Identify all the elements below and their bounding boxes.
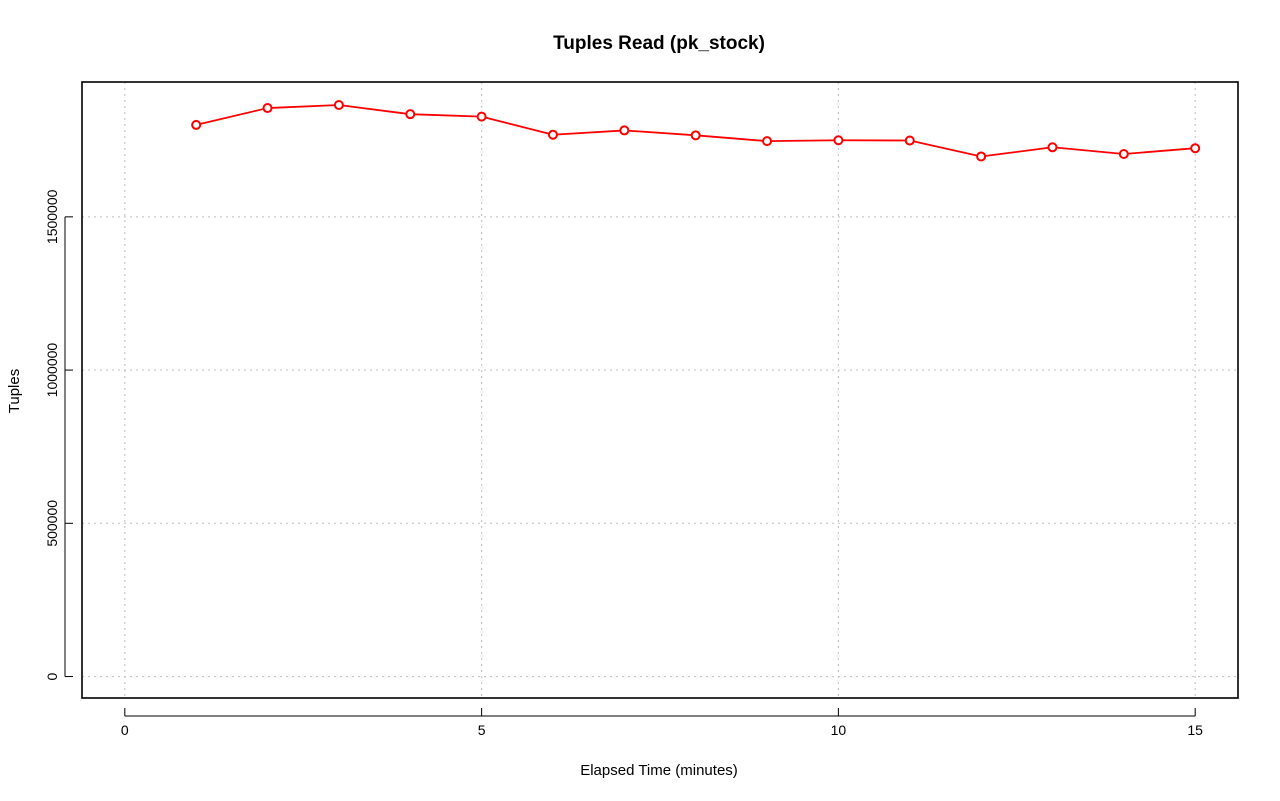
data-point-0-13 <box>1118 149 1129 160</box>
y-tick-label-1: 500000 <box>44 500 60 547</box>
x-tick-label-3: 15 <box>1187 722 1203 738</box>
x-tick-label-0: 0 <box>121 722 129 738</box>
y-tick-label-3: 1500000 <box>44 189 60 244</box>
data-point-0-14 <box>1190 143 1201 154</box>
axes-layer: 0 5 10 15 0 500000 1000000 1500000 <box>44 81 1239 738</box>
data-point-0-0 <box>191 119 202 130</box>
x-tick-label-1: 5 <box>478 722 486 738</box>
grid-layer <box>82 82 1238 698</box>
data-point-0-5 <box>547 129 558 140</box>
data-point-0-10 <box>904 135 915 146</box>
data-point-0-7 <box>690 130 701 141</box>
y-tick-label-0: 0 <box>44 672 60 680</box>
data-point-0-2 <box>333 99 344 110</box>
series-layer <box>191 99 1201 162</box>
data-point-0-11 <box>976 151 987 162</box>
y-axis-label: Tuples <box>6 369 23 413</box>
data-point-0-9 <box>833 135 844 146</box>
data-point-0-12 <box>1047 142 1058 153</box>
data-point-0-1 <box>262 103 273 114</box>
x-axis-label: Elapsed Time (minutes) <box>580 762 738 779</box>
data-point-0-3 <box>405 109 416 120</box>
data-point-0-6 <box>619 125 630 136</box>
chart-title: Tuples Read (pk_stock) <box>553 33 765 54</box>
data-point-0-4 <box>476 111 487 122</box>
data-point-0-8 <box>762 136 773 147</box>
plot-frame <box>81 81 1239 699</box>
x-tick-label-2: 10 <box>831 722 847 738</box>
y-tick-label-2: 1000000 <box>44 343 60 398</box>
